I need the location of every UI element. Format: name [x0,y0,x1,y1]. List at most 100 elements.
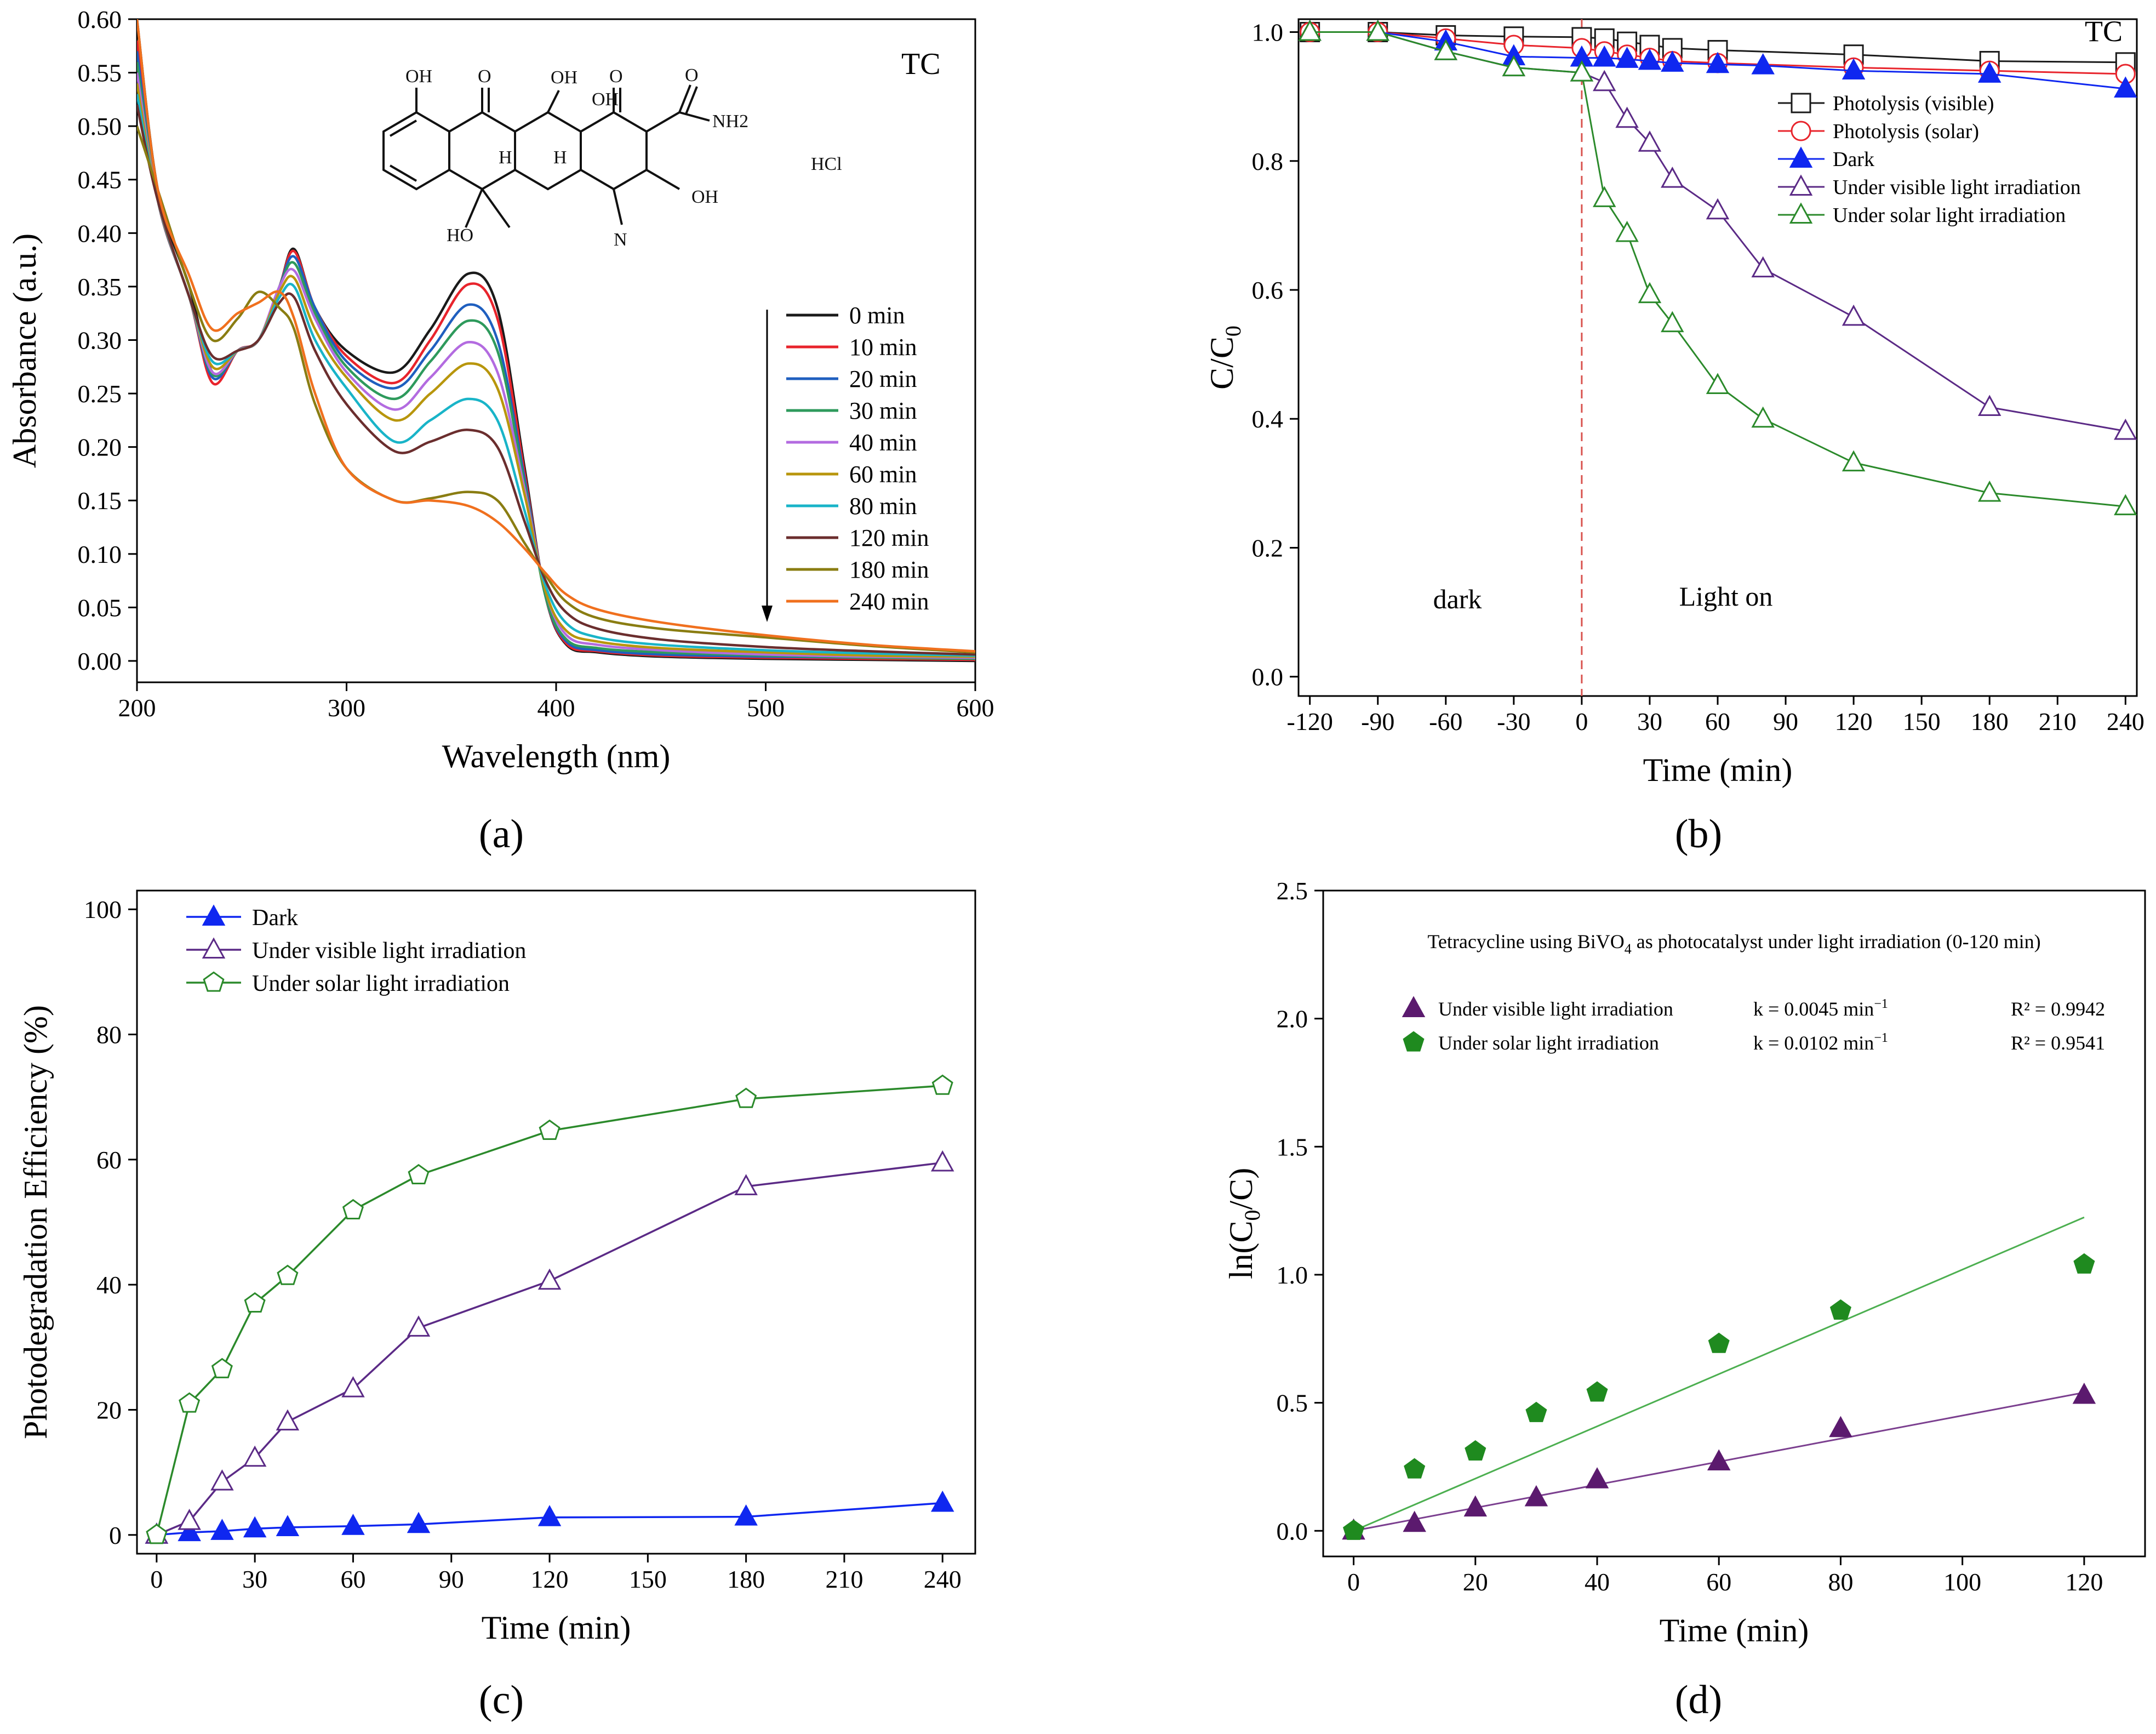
y-axis-label: Absorbance (a.u.) [7,233,43,468]
y-tick-label: 0.0 [1252,663,1284,691]
data-point [1593,186,1616,207]
x-axis-label: Time (min) [1643,752,1793,788]
data-point [341,1376,365,1398]
data-point [1404,1458,1426,1479]
y-axis-rest: /C) [1223,1168,1259,1210]
plot-frame [1322,889,2146,1558]
data-point [178,1508,201,1530]
x-tick-label: 40 [1585,1568,1610,1596]
tetracycline-structure [382,84,710,229]
series-line-20-min [137,51,975,660]
legend-label: 180 min [849,556,929,583]
series-line-80-min [137,94,975,657]
y-tick-label: 0.60 [78,5,122,33]
y-tick-label: 0.4 [1252,405,1284,433]
series-line-Under-visible-light-irradiation [156,1161,943,1536]
x-tick-label: 60 [1706,1568,1731,1596]
data-point [1638,48,1662,70]
x-tick-label: 30 [242,1565,267,1593]
data-point [2114,418,2137,440]
legend-k-exp: −1 [1874,997,1888,1011]
data-point [931,1074,953,1095]
y-tick-label: 0.55 [78,59,122,87]
data-point [734,1174,758,1195]
data-point [243,1445,267,1467]
y-tick-label: 0 [109,1521,122,1549]
series-line-120-min [137,104,975,656]
legend-label: 0 min [849,302,905,329]
legend-label: 240 min [849,588,929,615]
data-point [1593,45,1616,67]
y-tick-label: 1.5 [1277,1133,1308,1161]
panel-label-b: (b) [1674,812,1723,857]
data-point [734,1504,758,1526]
y-axis-label: C/C0 [1204,326,1245,390]
x-tick-label: -120 [1287,708,1333,735]
x-tick-label: 210 [2039,708,2077,735]
x-tick-label: 120 [531,1565,569,1593]
annotation-dark: dark [1433,584,1482,614]
data-point [1661,311,1684,333]
x-tick-label: 20 [1463,1568,1488,1596]
x-tick-label: 600 [957,694,994,722]
x-tick-label: 120 [1835,708,1873,735]
x-tick-label: -60 [1429,708,1462,735]
legend-label: 10 min [849,334,917,361]
data-point [276,1409,300,1431]
x-tick-label: 200 [118,694,156,722]
annotation-light-on: Light on [1679,581,1773,612]
tetracycline-structure-labels: OH O OH OH O O NH2 H H HCl OH HO N [405,65,842,250]
legend-marker [1789,146,1813,168]
data-point [1661,167,1684,188]
data-point [1525,1401,1547,1422]
legend-k: k = 0.0045 min−1 [1753,997,1888,1020]
y-tick-label: 2.5 [1277,877,1308,905]
data-point [1366,19,1389,41]
legend-r2: R² = 0.9541 [2011,1032,2105,1054]
series-line-60-min [137,83,975,658]
x-tick-label: 150 [629,1565,667,1593]
data-point [407,1511,431,1533]
data-point [1570,60,1594,82]
legend-label: 20 min [849,366,917,392]
y-axis-subscript: 0 [1221,326,1245,336]
chart-title: TC [2085,15,2123,48]
series-line-240-min [137,19,975,653]
data-point [408,1163,430,1185]
data-point [1706,373,1730,395]
x-tick-label: 210 [825,1565,863,1593]
y-tick-label: 100 [84,895,122,923]
legend-marker [203,971,225,992]
data-point [342,1199,364,1219]
data-point [1977,480,2001,502]
data-point [276,1515,300,1537]
chart-title: Tetracycline using BiVO4 as photocatalys… [1427,931,2040,957]
legend-marker [202,937,226,959]
y-axis-label: Photodegradation Efficiency (%) [18,1005,54,1439]
legend-label: Under visible light irradiation [252,938,526,963]
y-tick-label: 0.10 [78,540,122,568]
data-point [1434,39,1458,60]
data-point [179,1392,201,1413]
data-point [341,1514,365,1535]
molecule-ho: HO [447,225,473,246]
data-point [1585,1467,1609,1488]
molecule-hcl: HCl [811,154,842,174]
y-tick-label: 0.15 [78,487,122,515]
legend-marker [1789,174,1813,196]
x-axis-label: Time (min) [1660,1612,1809,1649]
data-point [1298,19,1322,41]
molecule-nh2: NH2 [712,111,748,132]
x-axis-label: Wavelength (nm) [442,738,671,774]
legend-label: Under visible light irradiation [1833,176,2081,199]
x-axis-label: Time (min) [482,1610,631,1646]
legend-k-exp: −1 [1874,1031,1888,1045]
legend-k: k = 0.0102 min−1 [1753,1031,1888,1054]
legend-marker [1789,202,1813,224]
data-point [1403,1510,1426,1532]
molecule-o-3: O [685,65,699,85]
y-tick-label: 40 [96,1271,122,1299]
data-point [1465,1440,1486,1461]
data-point [1829,1299,1851,1320]
